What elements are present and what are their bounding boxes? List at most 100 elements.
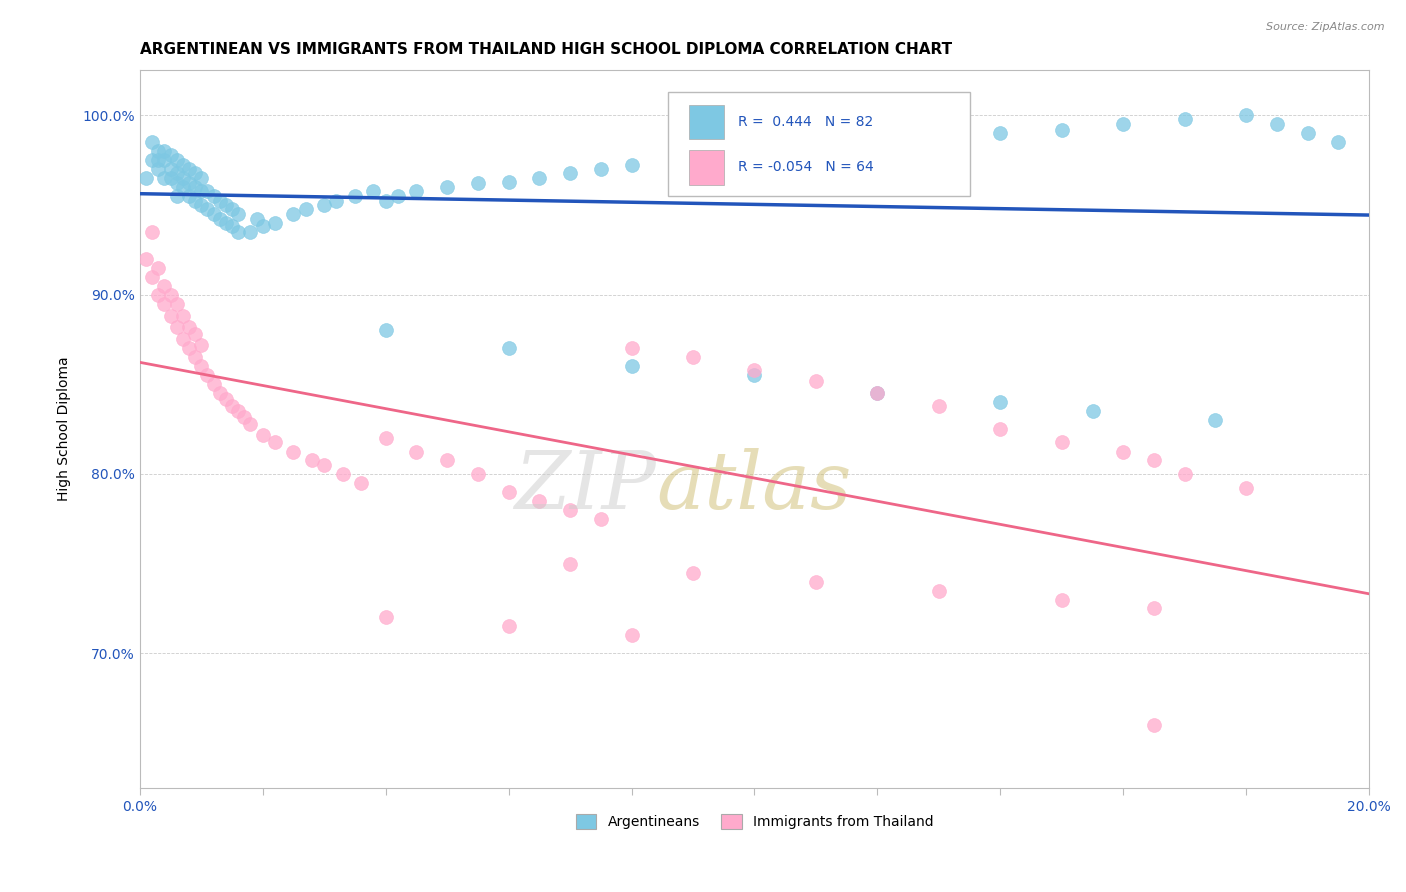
Point — [1112, 117, 1135, 131]
Text: Source: ZipAtlas.com: Source: ZipAtlas.com — [1267, 22, 1385, 32]
Point — [1112, 445, 1135, 459]
Point — [148, 144, 170, 158]
Point — [988, 126, 1011, 140]
FancyBboxPatch shape — [668, 92, 970, 196]
Point — [172, 159, 194, 173]
Point — [184, 194, 207, 209]
Point — [374, 431, 396, 445]
Point — [166, 296, 188, 310]
Point — [374, 610, 396, 624]
Point — [190, 338, 212, 352]
Point — [226, 404, 249, 418]
Point — [1204, 413, 1226, 427]
Point — [184, 180, 207, 194]
Point — [148, 162, 170, 177]
Point — [148, 287, 170, 301]
Point — [866, 386, 889, 401]
Bar — [689, 150, 724, 185]
Point — [148, 260, 170, 275]
Point — [172, 333, 194, 347]
Point — [226, 207, 249, 221]
Point — [166, 166, 188, 180]
Text: R = -0.054   N = 64: R = -0.054 N = 64 — [738, 161, 875, 175]
Point — [202, 377, 225, 392]
Point — [153, 171, 176, 186]
Point — [159, 287, 181, 301]
Point — [239, 225, 262, 239]
Point — [197, 184, 219, 198]
Point — [159, 147, 181, 161]
Point — [529, 171, 551, 186]
Point — [233, 409, 256, 424]
Point — [1050, 592, 1073, 607]
Point — [177, 177, 200, 191]
Point — [141, 225, 163, 239]
Point — [202, 189, 225, 203]
Point — [177, 342, 200, 356]
Point — [332, 467, 354, 481]
Point — [374, 323, 396, 337]
Point — [866, 135, 889, 149]
Point — [498, 175, 520, 189]
Point — [928, 399, 950, 413]
Bar — [689, 104, 724, 139]
Point — [682, 153, 704, 167]
Point — [436, 180, 458, 194]
Point — [301, 452, 323, 467]
Point — [215, 198, 238, 212]
Point — [387, 189, 409, 203]
Point — [467, 467, 489, 481]
Point — [221, 202, 243, 216]
Point — [620, 628, 643, 642]
Point — [294, 202, 316, 216]
Point — [245, 212, 267, 227]
Point — [1143, 452, 1166, 467]
Point — [264, 216, 287, 230]
Point — [1050, 434, 1073, 449]
Point — [208, 194, 231, 209]
Point — [1296, 126, 1319, 140]
Point — [1081, 404, 1104, 418]
Point — [215, 216, 238, 230]
Point — [314, 198, 336, 212]
Point — [159, 171, 181, 186]
Point — [350, 475, 373, 490]
Point — [928, 129, 950, 144]
Point — [264, 434, 287, 449]
Point — [208, 212, 231, 227]
Point — [1234, 108, 1257, 122]
Point — [190, 171, 212, 186]
Point — [166, 153, 188, 167]
Point — [343, 189, 366, 203]
Point — [177, 189, 200, 203]
Point — [589, 162, 612, 177]
Point — [153, 144, 176, 158]
Point — [184, 166, 207, 180]
Point — [184, 327, 207, 342]
Legend: Argentineans, Immigrants from Thailand: Argentineans, Immigrants from Thailand — [569, 809, 939, 835]
Point — [153, 153, 176, 167]
Point — [363, 184, 385, 198]
Point — [744, 144, 766, 158]
Point — [529, 494, 551, 508]
Point — [197, 202, 219, 216]
Point — [804, 374, 827, 388]
Point — [374, 194, 396, 209]
Point — [135, 171, 157, 186]
Text: ARGENTINEAN VS IMMIGRANTS FROM THAILAND HIGH SCHOOL DIPLOMA CORRELATION CHART: ARGENTINEAN VS IMMIGRANTS FROM THAILAND … — [139, 42, 952, 57]
Point — [1265, 117, 1288, 131]
Point — [1174, 467, 1197, 481]
Point — [153, 278, 176, 293]
Point — [177, 319, 200, 334]
Point — [620, 159, 643, 173]
Point — [226, 225, 249, 239]
Point — [1143, 601, 1166, 615]
Point — [177, 162, 200, 177]
Point — [135, 252, 157, 266]
Point — [405, 184, 427, 198]
Point — [239, 417, 262, 431]
Text: atlas: atlas — [657, 448, 852, 525]
Point — [141, 269, 163, 284]
Point — [682, 566, 704, 580]
Point — [197, 368, 219, 383]
